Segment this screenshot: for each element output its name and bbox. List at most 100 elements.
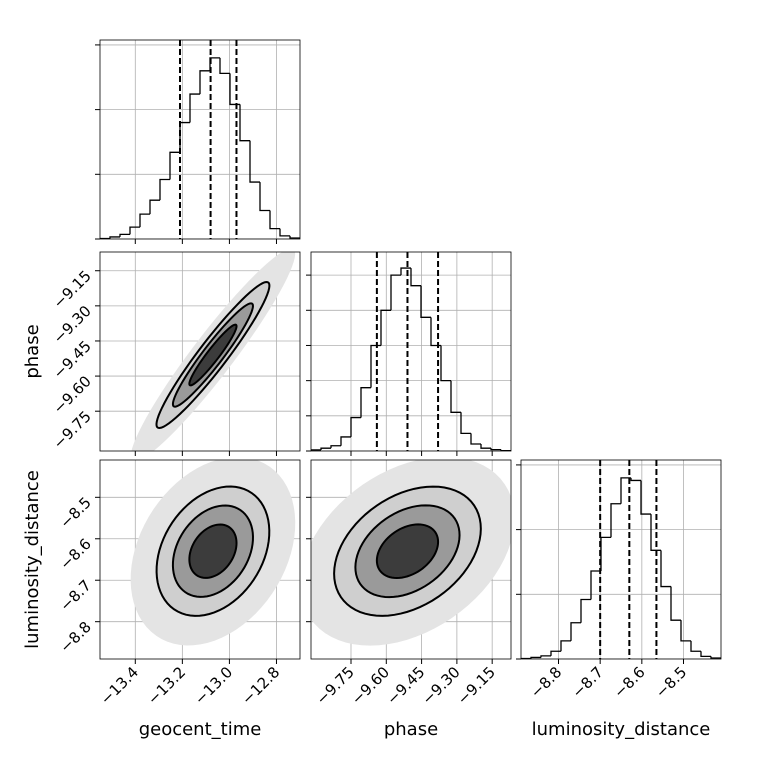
histogram-bin (149, 199, 160, 215)
histogram-bin (199, 70, 210, 95)
density-level (189, 324, 237, 386)
x-tick-label: −9.45 (383, 663, 428, 708)
histogram-bin (330, 445, 341, 449)
panel (311, 252, 511, 451)
histogram-bin (710, 656, 721, 659)
histogram-bin (390, 274, 401, 311)
panel (521, 460, 721, 659)
x-axis-label: phase (384, 719, 438, 740)
y-tick-label: −8.8 (56, 618, 94, 656)
histogram-bin (269, 210, 280, 230)
panel-frame (99, 459, 301, 660)
y-tick-label: −9.75 (50, 407, 95, 452)
histogram-bin (350, 416, 361, 437)
contour-line (375, 523, 440, 580)
histogram-bin (410, 268, 421, 287)
histogram-bin (521, 657, 531, 659)
histogram-bin (139, 213, 150, 228)
x-tick-label: −8.5 (652, 663, 690, 701)
panel (100, 40, 300, 239)
histogram-bin (400, 267, 411, 276)
histogram-bin (259, 182, 270, 212)
histogram-bin (690, 640, 701, 652)
histogram-bin (620, 477, 631, 504)
histogram-bin (430, 317, 441, 347)
histogram-bin (580, 598, 591, 623)
histogram-bin (249, 140, 260, 183)
y-tick-label: −8.5 (56, 493, 94, 531)
histogram-bin (440, 345, 451, 382)
x-tick-label: −9.30 (418, 663, 463, 708)
x-tick-label: −13.4 (97, 663, 142, 708)
histogram-bin (320, 447, 331, 450)
histogram-bin (610, 503, 621, 538)
histogram-bin (490, 448, 501, 451)
histogram-bin (100, 237, 110, 239)
histogram-bin (380, 309, 391, 346)
y-tick-label: −8.6 (56, 535, 94, 573)
histogram-bin (640, 480, 651, 515)
x-tick-label: −9.75 (313, 663, 358, 708)
histogram-bin (680, 620, 691, 642)
histogram-bin (670, 586, 681, 621)
histogram-bin (209, 57, 220, 71)
histogram-bin (189, 93, 200, 123)
panel-frame (99, 39, 301, 240)
histogram-bin (129, 226, 140, 235)
x-tick-label: −12.8 (238, 663, 283, 708)
y-tick-label: −9.60 (50, 372, 95, 417)
contour-line (188, 323, 238, 387)
histogram-bin (650, 514, 661, 551)
x-tick-label: −8.6 (610, 663, 648, 701)
histogram-bin (119, 233, 130, 237)
histogram-bin (570, 622, 581, 641)
y-axis-label: phase (22, 324, 43, 378)
contour-line (188, 523, 238, 579)
density-level (189, 524, 237, 578)
panel-frame (99, 251, 301, 452)
histogram-bin (560, 640, 571, 652)
histogram-bin (590, 570, 601, 600)
histogram-bin (311, 449, 321, 451)
histogram-bin (279, 228, 290, 237)
panel (311, 460, 511, 659)
contour-line (171, 504, 254, 598)
contour-line (354, 504, 461, 599)
histogram-bin (239, 104, 250, 142)
histogram-bin (360, 387, 371, 418)
y-tick-label: −9.30 (50, 302, 95, 347)
x-tick-label: −13.2 (144, 663, 189, 708)
x-tick-label: −8.8 (527, 663, 565, 701)
histogram-bin (420, 285, 431, 318)
x-tick-label: −9.60 (348, 663, 393, 708)
y-tick-label: −9.15 (50, 267, 95, 312)
y-axis-label: luminosity_distance (22, 470, 43, 649)
histogram-bin (450, 380, 461, 413)
panel (100, 460, 300, 659)
histogram-bin (229, 73, 240, 106)
histogram-bin (550, 650, 561, 656)
x-tick-label: −9.15 (454, 663, 499, 708)
histogram-bin (179, 121, 190, 153)
contour-line (333, 485, 482, 617)
x-axis-label: geocent_time (139, 719, 262, 740)
panel-frame (310, 459, 512, 660)
histogram-bin (470, 433, 481, 445)
y-tick-label: −9.45 (50, 337, 95, 382)
density-level (376, 524, 439, 579)
x-tick-label: −13.0 (191, 663, 236, 708)
histogram-bin (660, 550, 671, 588)
panel (100, 252, 300, 451)
histogram-bin (540, 655, 551, 658)
x-tick-label: −8.7 (569, 663, 607, 701)
x-axis-label: luminosity_distance (532, 719, 711, 740)
histogram-bin (219, 57, 230, 75)
histogram-bin (460, 412, 471, 435)
contour-line (155, 485, 271, 617)
contour-line (155, 280, 271, 430)
histogram-bin (289, 235, 300, 239)
y-tick-label: −8.7 (56, 576, 94, 614)
histogram-bin (600, 536, 611, 572)
histogram-bin (159, 178, 170, 201)
histogram-bin (630, 477, 641, 482)
